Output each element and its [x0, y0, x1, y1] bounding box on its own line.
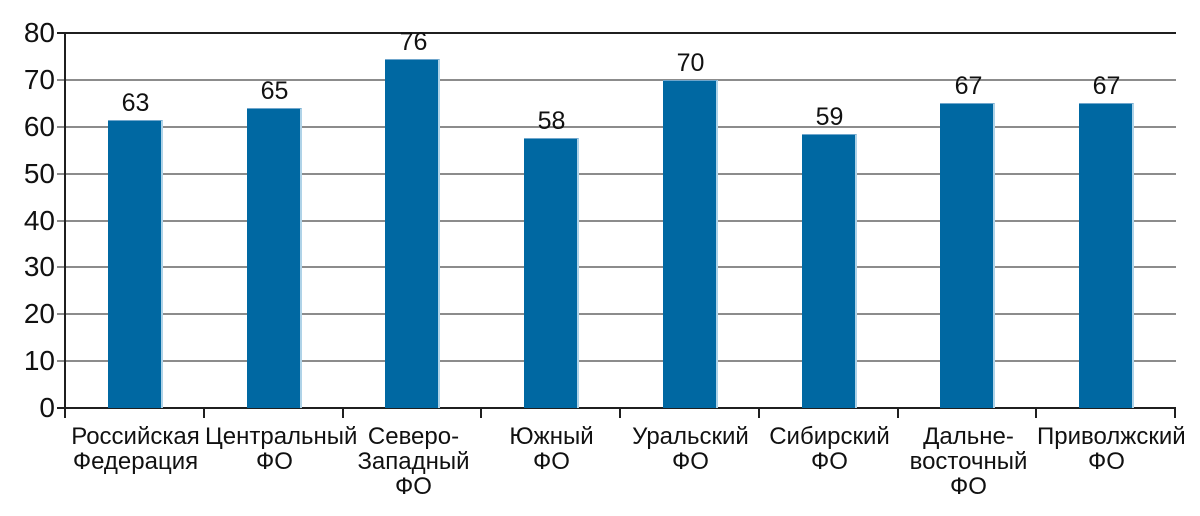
bar-value-label: 67: [954, 72, 983, 100]
x-axis-tick: [619, 409, 621, 418]
x-category-label: Центральный ФО: [205, 423, 358, 475]
x-axis-tick: [64, 409, 66, 418]
y-axis-tick-label: 80: [23, 17, 55, 48]
x-category-label: Северо- Западный ФО: [357, 423, 470, 500]
x-axis-tick: [1174, 409, 1176, 418]
gridline: [57, 125, 1176, 128]
gridline: [57, 172, 1176, 175]
x-axis-tick: [757, 409, 760, 418]
x-axis-tick: [896, 409, 899, 418]
y-axis-tick-label: 40: [23, 204, 55, 236]
bar: [802, 134, 857, 408]
x-axis-tick: [1035, 409, 1038, 418]
bar-value-label: 65: [260, 77, 289, 105]
y-axis-tick-label: 0: [39, 392, 55, 423]
y-axis-tick-label: 60: [23, 110, 55, 142]
x-category-label: Российская Федерация: [71, 423, 200, 475]
x-axis-tick: [480, 409, 483, 418]
gridline: [57, 360, 1176, 363]
bar-value-label: 70: [676, 49, 705, 77]
bar-value-label: 58: [537, 107, 566, 135]
y-axis-tick-label: 50: [23, 157, 55, 189]
x-category-label: Уральский ФО: [632, 423, 749, 475]
gridline: [57, 78, 1176, 81]
plot-top-border: [57, 32, 1176, 34]
gridline: [57, 313, 1176, 316]
y-axis-tick-label: 10: [23, 345, 55, 377]
x-axis-line: [57, 407, 1176, 409]
y-axis-tick-label: 20: [23, 298, 55, 330]
bar: [1079, 103, 1134, 408]
bar: [940, 103, 995, 408]
x-category-label: Дальне- восточный ФО: [909, 423, 1028, 500]
bar: [524, 138, 579, 408]
x-category-label: Сибирский ФО: [769, 423, 890, 475]
bar-value-label: 67: [1092, 72, 1121, 100]
y-axis-tick-label: 70: [23, 63, 55, 95]
bar: [663, 80, 718, 408]
y-axis-line: [64, 32, 66, 418]
bar: [108, 120, 163, 408]
bar-value-label: 63: [121, 89, 150, 117]
y-axis-tick-label: 30: [23, 251, 55, 283]
bar-value-label: 59: [815, 103, 844, 131]
bar: [247, 108, 302, 408]
x-category-label: Южный ФО: [509, 423, 594, 475]
x-axis-tick: [341, 409, 344, 418]
x-category-label: Приволжский ФО: [1037, 423, 1186, 475]
bar-value-label: 76: [399, 28, 428, 56]
gridline: [57, 266, 1176, 269]
gridline: [57, 219, 1176, 222]
x-axis-tick: [202, 409, 205, 418]
bar: [385, 59, 440, 408]
